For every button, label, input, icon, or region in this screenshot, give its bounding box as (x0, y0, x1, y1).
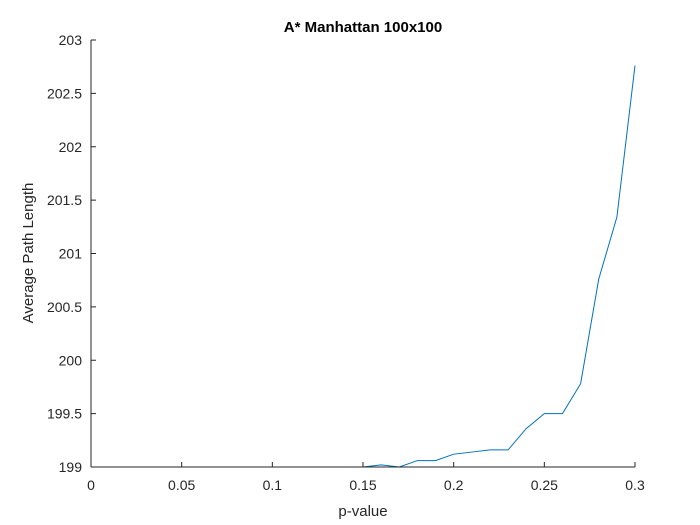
y-axis-label: Average Path Length (20, 183, 37, 324)
plot-area: 0 0.05 0.1 0.15 0.2 0.25 0.3 199 199.5 200 200.5 20… (47, 32, 645, 493)
x-tick-label: 0.05 (168, 477, 195, 493)
y-tick-label: 199 (59, 459, 83, 475)
y-tick-label: 201.5 (47, 192, 82, 208)
y-tick-label: 200 (59, 352, 83, 368)
plot-frame (91, 40, 635, 467)
x-tick-label: 0.2 (444, 477, 464, 493)
y-tick-label: 202 (59, 139, 83, 155)
x-tick-label: 0.1 (263, 477, 283, 493)
x-tick-label: 0.25 (531, 477, 558, 493)
y-tick-label: 199.5 (47, 406, 82, 422)
x-axis-label: p-value (338, 503, 387, 520)
axis-ticks: 0 0.05 0.1 0.15 0.2 0.25 0.3 199 199.5 200 200.5 20… (47, 32, 645, 493)
chart-title: A* Manhattan 100x100 (284, 19, 442, 36)
y-tick-label: 202.5 (47, 85, 82, 101)
x-tick-label: 0.15 (349, 477, 376, 493)
x-tick-label: 0 (87, 477, 95, 493)
y-tick-label: 200.5 (47, 299, 82, 315)
y-tick-label: 201 (59, 246, 83, 262)
y-tick-label: 203 (59, 32, 83, 48)
x-tick-label: 0.3 (625, 477, 645, 493)
